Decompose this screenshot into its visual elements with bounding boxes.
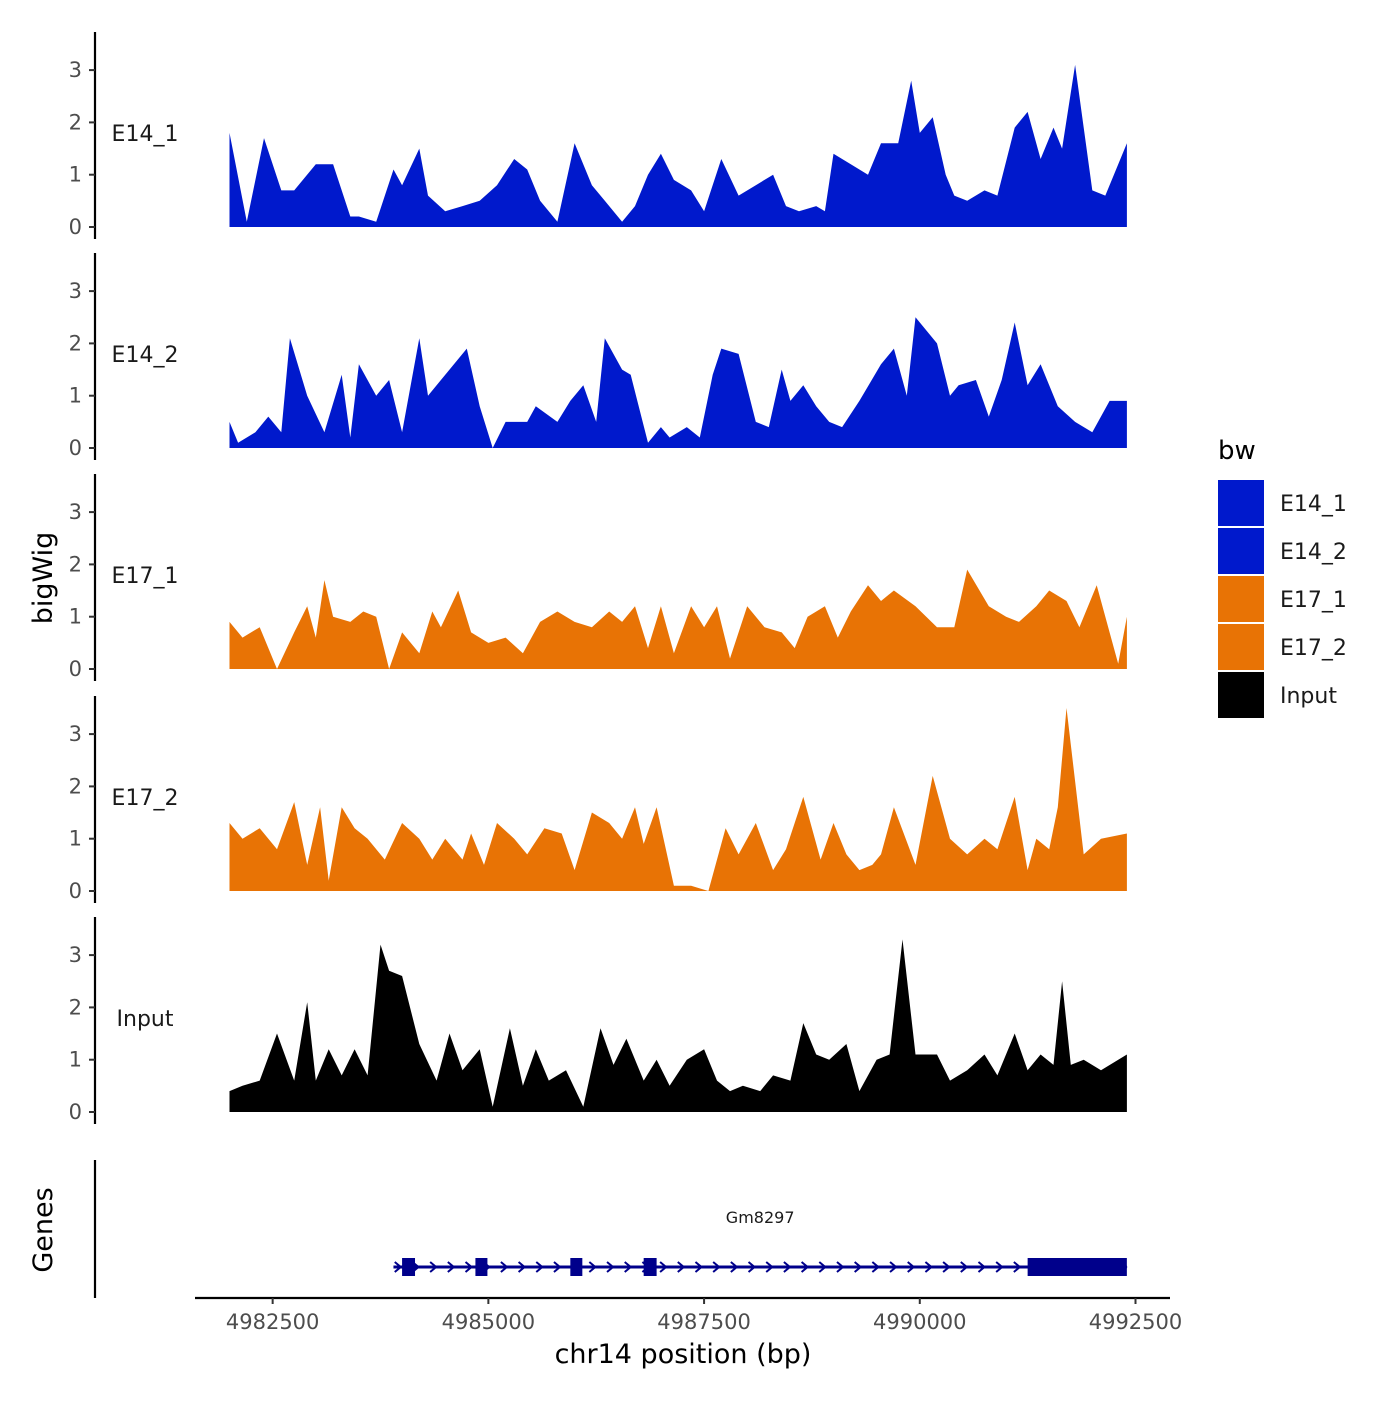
y-tick-label: 0 [69, 657, 82, 681]
strand-arrow [995, 1261, 1004, 1273]
strand-arrow [783, 1261, 792, 1273]
track-e14-1: 0 1 2 3 E14_1 [69, 32, 1127, 239]
strand-arrow [942, 1261, 951, 1273]
legend-title: bw [1218, 436, 1256, 466]
y-tick-label: 0 [69, 1100, 82, 1124]
strand-arrow [924, 1261, 933, 1273]
y-tick-label: 3 [69, 500, 82, 524]
track-label: E14_1 [112, 122, 179, 147]
y-tick-label: 1 [69, 163, 82, 187]
gene-exon [402, 1258, 416, 1276]
strand-arrow [889, 1261, 898, 1273]
strand-arrow [854, 1261, 863, 1273]
x-tick-label: 4985000 [442, 1310, 536, 1334]
track-e17-1: 0 1 2 3 E17_1 [69, 474, 1127, 681]
signal-area [229, 317, 1127, 448]
strand-arrow [659, 1261, 668, 1273]
x-tick-label: 4992500 [1089, 1310, 1183, 1334]
strand-arrow [535, 1261, 544, 1273]
y-tick-label: 0 [69, 436, 82, 460]
genes-layer: Gm8297 [93, 1160, 1128, 1298]
strand-arrow [394, 1261, 403, 1273]
y-tick-label: 3 [69, 279, 82, 303]
signal-area [229, 939, 1127, 1112]
strand-arrow [588, 1261, 597, 1273]
strand-arrow [553, 1261, 562, 1273]
x-tick-label: 4987500 [657, 1310, 751, 1334]
y-tick-label: 2 [69, 774, 82, 798]
track-input: 0 1 2 3 Input [69, 917, 1127, 1124]
strand-arrow [447, 1261, 456, 1273]
y-tick-label: 1 [69, 1048, 82, 1072]
track-e17-2: 0 1 2 3 E17_2 [69, 696, 1127, 903]
y-tick-label: 1 [69, 827, 82, 851]
strand-arrow [977, 1261, 987, 1273]
strand-arrow [800, 1261, 810, 1273]
y-tick-label: 3 [69, 722, 82, 746]
strand-arrow [907, 1261, 916, 1273]
strand-arrow [712, 1261, 721, 1273]
y-tick-label: 1 [69, 605, 82, 629]
legend-label: E14_1 [1280, 492, 1347, 517]
gene-exon [1027, 1258, 1127, 1276]
y-tick-label: 1 [69, 384, 82, 408]
y-tick-label: 0 [69, 215, 82, 239]
strand-arrow [747, 1261, 757, 1273]
strand-arrow [871, 1261, 880, 1273]
y-tick-label: 2 [69, 110, 82, 134]
track-label: E17_2 [112, 786, 179, 811]
strand-arrow [1013, 1261, 1022, 1273]
legend-label: E17_2 [1280, 636, 1347, 661]
legend-key-e17-2 [1218, 624, 1264, 670]
gene-exon [475, 1258, 488, 1276]
strand-arrow [765, 1261, 774, 1273]
strand-arrow [677, 1261, 686, 1273]
legend-key-e14-2 [1218, 528, 1264, 574]
strand-arrow [730, 1261, 739, 1273]
y-tick-label: 3 [69, 58, 82, 82]
x-tick-label: 4990000 [873, 1310, 967, 1334]
signal-area [229, 64, 1127, 228]
y-tick-label: 2 [69, 331, 82, 355]
signal-area [229, 569, 1127, 669]
strand-arrow [836, 1261, 845, 1273]
legend-key-e17-1 [1218, 576, 1264, 622]
legend-label: E17_1 [1280, 588, 1347, 613]
x-tick-label: 4982500 [226, 1310, 320, 1334]
gene-label: Gm8297 [726, 1208, 795, 1227]
legend: bw E14_1 E14_2 E17_1 E17_2 Input [1218, 436, 1347, 718]
x-axis-title: chr14 position (bp) [555, 1339, 812, 1370]
gene-exon [643, 1258, 657, 1276]
legend-key-e14-1 [1218, 480, 1264, 526]
strand-arrow [694, 1261, 704, 1273]
y-axis-title: bigWig [28, 532, 59, 625]
strand-arrow [818, 1261, 827, 1273]
strand-arrow [624, 1261, 633, 1273]
y-tick-label: 2 [69, 995, 82, 1019]
gene-exon [570, 1258, 583, 1276]
y-tick-label: 0 [69, 879, 82, 903]
genes-axis-title: Genes [28, 1187, 59, 1272]
legend-label: Input [1280, 684, 1337, 709]
strand-arrow [500, 1261, 509, 1273]
y-tick-label: 2 [69, 552, 82, 576]
strand-arrow [606, 1261, 615, 1273]
legend-label: E14_2 [1280, 540, 1347, 565]
track-label: E14_2 [112, 343, 179, 368]
legend-key-input [1218, 672, 1264, 718]
x-axis: 4982500 4985000 4987500 4990000 4992500 [195, 1296, 1183, 1334]
signal-area [229, 708, 1127, 891]
tracks-layer: 0 1 2 3 E14_1 0 1 2 3 E14_2 0 1 2 3 E17_1 0 1 2 3 E17_2 0 1 2 3… [69, 32, 1127, 1124]
track-e14-2: 0 1 2 3 E14_2 [69, 253, 1127, 460]
track-label: E17_1 [112, 564, 179, 589]
y-tick-label: 3 [69, 943, 82, 967]
track-label: Input [117, 1007, 174, 1032]
strand-arrow [464, 1261, 474, 1273]
strand-arrow [517, 1261, 527, 1273]
strand-arrow [960, 1261, 969, 1273]
strand-arrow [429, 1261, 438, 1273]
